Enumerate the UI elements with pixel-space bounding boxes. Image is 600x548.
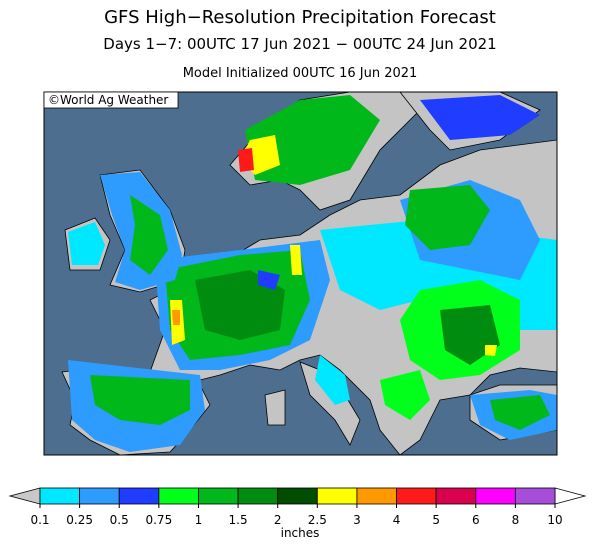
subtitle: Days 1−7: 00UTC 17 Jun 2021 − 00UTC 24 J…: [103, 35, 496, 53]
unit-label: inches: [281, 526, 320, 540]
credit: ©World Ag Weather: [48, 93, 168, 107]
colorbar-tick-label: 1.5: [229, 513, 248, 527]
colorbar-segment: [39, 487, 81, 505]
colorbar-below: [8, 487, 41, 505]
credit-box: [43, 91, 179, 109]
colorbar-tick-label: 0.5: [110, 513, 129, 527]
title: GFS High−Resolution Precipitation Foreca…: [104, 7, 496, 28]
colorbar-segment: [79, 487, 120, 505]
map-border: [43, 91, 558, 456]
colorbar-tick-label: 2.5: [308, 513, 327, 527]
colorbar-tick-label: 2: [274, 513, 282, 527]
colorbar-segment: [475, 487, 516, 505]
colorbar-tick-label: 5: [432, 513, 440, 527]
precipitation-shading: [68, 95, 557, 452]
colorbar-segment: [158, 487, 199, 505]
colorbar-tick-label: 10: [547, 513, 562, 527]
map: [44, 92, 557, 455]
colorbar-segment: [356, 487, 397, 505]
colorbar-tick-label: 0.25: [66, 513, 93, 527]
colorbar-segment: [277, 487, 318, 505]
colorbar-tick-label: 0.1: [30, 513, 49, 527]
colorbar-above: [554, 487, 587, 505]
colorbar-tick-label: 6: [472, 513, 480, 527]
colorbar-segment: [237, 487, 279, 505]
colorbar-segment: [198, 487, 239, 505]
colorbar-tick-label: 4: [393, 513, 401, 527]
colorbar-segment: [514, 487, 556, 505]
initialized: Model Initialized 00UTC 16 Jun 2021: [183, 66, 418, 81]
colorbar-tick-label: 0.75: [145, 513, 172, 527]
colorbar-tick-label: 8: [512, 513, 520, 527]
colorbar-segment: [118, 487, 160, 505]
colorbar: 0.1 0.25 0.5 0.75 1 1.5 2 2.5 3 4 5 6 8 10: [8, 487, 587, 527]
colorbar-segment: [316, 487, 358, 505]
colorbar-tick-label: 3: [353, 513, 361, 527]
colorbar-segment: [396, 487, 437, 505]
colorbar-segment: [435, 487, 477, 505]
colorbar-tick-label: 1: [195, 513, 203, 527]
